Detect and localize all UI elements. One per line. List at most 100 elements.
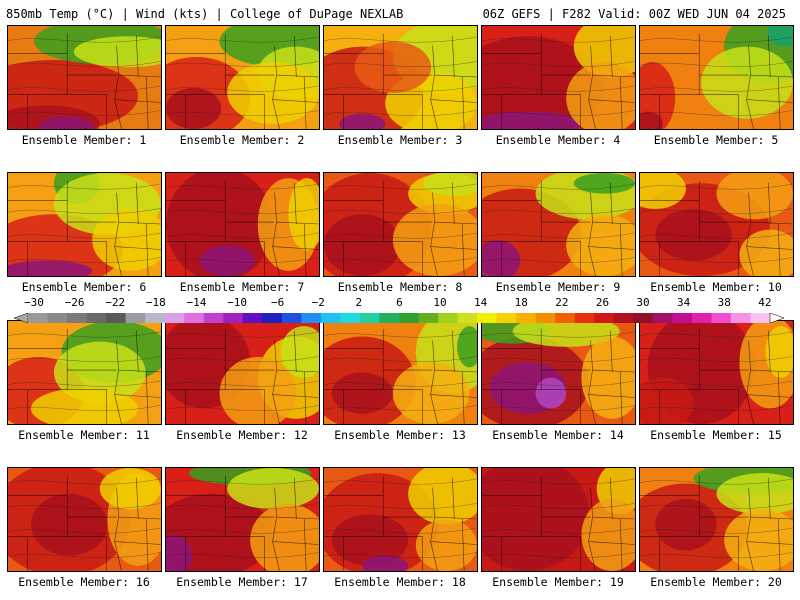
colorbar-tick-label: 10 bbox=[433, 296, 447, 309]
isotherm-contour bbox=[640, 257, 793, 264]
state-border bbox=[588, 340, 596, 424]
temperature-field bbox=[640, 173, 793, 276]
ensemble-member-map bbox=[323, 25, 478, 130]
state-border bbox=[430, 99, 477, 103]
state-border bbox=[777, 223, 781, 276]
isotherm-contour bbox=[8, 552, 161, 559]
colorbar-swatch bbox=[164, 313, 185, 323]
temperature-field bbox=[482, 468, 635, 571]
temperature-region bbox=[227, 468, 319, 510]
ensemble-member-label: Ensemble Member: 10 bbox=[650, 280, 782, 294]
ensemble-member-map bbox=[481, 467, 636, 572]
isotherm-contour bbox=[482, 110, 635, 117]
state-border bbox=[746, 246, 793, 250]
state-border bbox=[145, 518, 149, 571]
isotherm-contour bbox=[166, 331, 319, 338]
colorbar-swatch bbox=[730, 313, 751, 323]
ensemble-member-label: Ensemble Member: 16 bbox=[18, 575, 150, 589]
temperature-field bbox=[166, 173, 319, 276]
state-border bbox=[461, 518, 465, 571]
state-border bbox=[452, 35, 455, 78]
state-border bbox=[118, 221, 161, 225]
colorbar-swatch bbox=[399, 313, 420, 323]
colorbar-swatch bbox=[477, 313, 498, 323]
state-border bbox=[136, 330, 139, 373]
state-border bbox=[452, 330, 455, 373]
temperature-field bbox=[640, 321, 793, 424]
ensemble-member-map bbox=[639, 25, 794, 130]
isotherm-contour bbox=[482, 36, 635, 43]
isotherm-contour bbox=[8, 257, 161, 264]
isotherm-contour bbox=[8, 356, 161, 362]
ensemble-member-map bbox=[639, 320, 794, 425]
isotherm-contour bbox=[640, 552, 793, 559]
isotherm-contour bbox=[640, 405, 793, 412]
ensemble-member-map bbox=[639, 172, 794, 277]
state-border bbox=[430, 487, 438, 571]
state-border bbox=[610, 35, 613, 78]
temperature-field bbox=[482, 321, 635, 424]
isotherm-contour bbox=[640, 110, 793, 117]
temperature-field bbox=[482, 173, 635, 276]
state-border bbox=[434, 74, 477, 78]
ensemble-member-label: Ensemble Member: 13 bbox=[334, 428, 466, 442]
state-border bbox=[114, 340, 122, 424]
state-border bbox=[272, 246, 319, 250]
ensemble-member-map bbox=[323, 172, 478, 277]
isotherm-contour bbox=[166, 380, 319, 387]
temperature-region bbox=[655, 498, 717, 551]
ensemble-member-map bbox=[323, 467, 478, 572]
ensemble-member-map bbox=[165, 172, 320, 277]
isotherm-contour bbox=[324, 61, 477, 67]
colorbar-swatch bbox=[711, 313, 732, 323]
state-border bbox=[619, 223, 623, 276]
ensemble-member-map bbox=[7, 320, 162, 425]
state-border bbox=[276, 221, 319, 225]
colorbar-swatch bbox=[555, 313, 576, 323]
state-border bbox=[768, 477, 771, 520]
state-border bbox=[294, 477, 297, 520]
colorbar-swatch bbox=[594, 313, 615, 323]
temperature-region bbox=[581, 336, 635, 419]
colorbar-tick-label: −26 bbox=[64, 296, 85, 309]
isotherm-contour bbox=[482, 331, 635, 338]
temperature-region bbox=[716, 173, 793, 220]
temperature-region bbox=[38, 116, 94, 129]
temperature-region bbox=[288, 178, 319, 251]
ensemble-member-map bbox=[165, 467, 320, 572]
colorbar-swatch bbox=[535, 313, 556, 323]
temperature-region bbox=[250, 504, 319, 571]
colorbar-swatch bbox=[223, 313, 244, 323]
temperature-field bbox=[482, 26, 635, 129]
state-border bbox=[746, 394, 793, 398]
state-border bbox=[272, 394, 319, 398]
state-border bbox=[276, 74, 319, 78]
state-border bbox=[619, 371, 623, 424]
isotherm-contour bbox=[324, 331, 477, 338]
colorbar-swatch bbox=[574, 313, 595, 323]
temperature-region bbox=[573, 26, 635, 78]
state-border bbox=[303, 518, 307, 571]
ensemble-member-label: Ensemble Member: 4 bbox=[495, 133, 621, 147]
state-border bbox=[118, 74, 161, 78]
temperature-region bbox=[331, 514, 409, 566]
colorbar-swatch bbox=[750, 313, 771, 323]
colorbar-swatch bbox=[320, 313, 341, 323]
temperature-region bbox=[640, 377, 694, 424]
ensemble-member-label: Ensemble Member: 2 bbox=[179, 133, 305, 147]
temperature-field bbox=[324, 26, 477, 129]
temperature-field bbox=[8, 468, 161, 571]
state-border bbox=[430, 192, 438, 276]
colorbar-swatch bbox=[86, 313, 107, 323]
isotherm-contour bbox=[640, 380, 793, 387]
state-border bbox=[434, 221, 477, 225]
temperature-region bbox=[362, 555, 409, 571]
isotherm-contour bbox=[324, 527, 477, 534]
isotherm-contour bbox=[8, 36, 161, 43]
colorbar-swatch bbox=[438, 313, 459, 323]
temperature-region bbox=[99, 468, 161, 510]
state-border bbox=[145, 223, 149, 276]
isotherm-contour bbox=[640, 478, 793, 485]
state-border bbox=[746, 541, 793, 545]
isotherm-contour bbox=[8, 527, 161, 534]
